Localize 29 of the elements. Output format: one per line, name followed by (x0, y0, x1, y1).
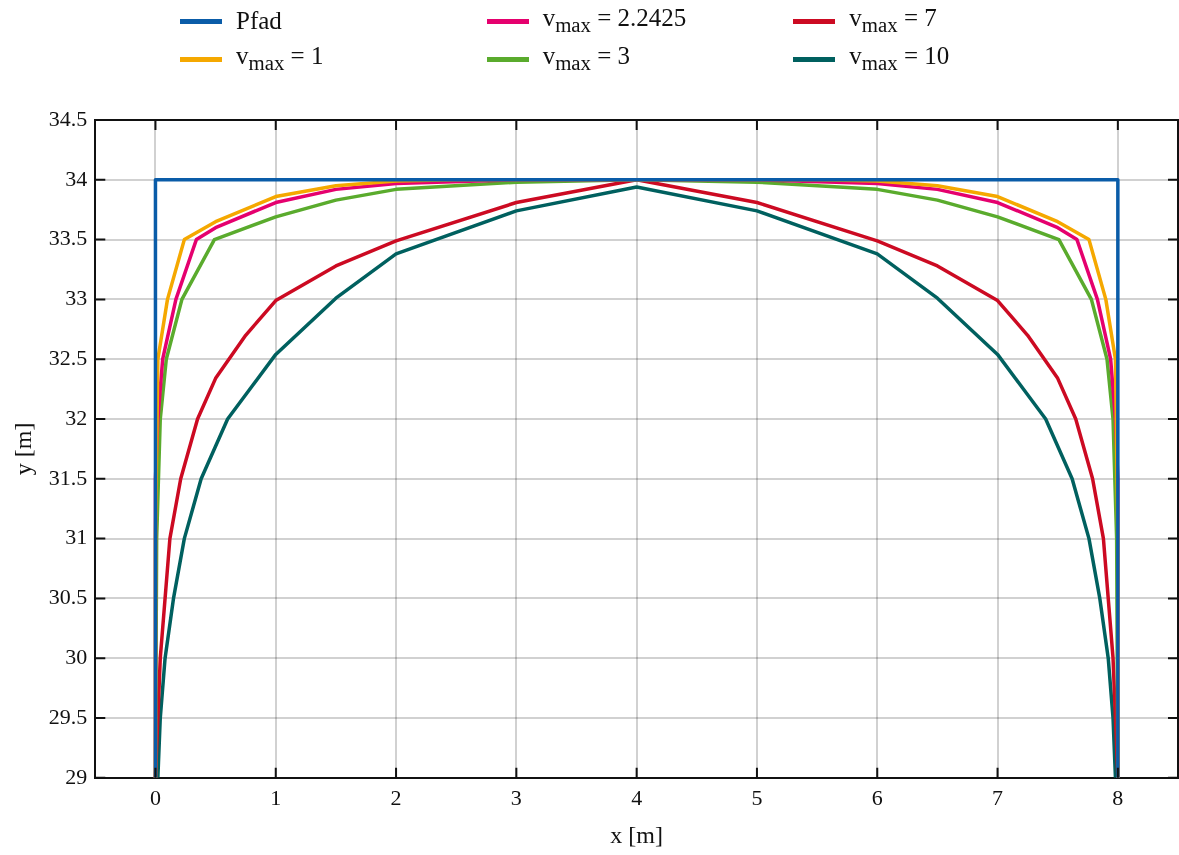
x-tick-label: 5 (751, 784, 763, 810)
y-tick-label: 31.5 (48, 464, 88, 490)
y-tick-label: 33.5 (48, 225, 88, 251)
x-tick-label: 0 (149, 784, 161, 810)
y-tick-label: 32 (65, 404, 88, 430)
legend-label: v$_{max}$ = 1 (236, 42, 324, 76)
y-axis-title: y [m] (9, 422, 36, 476)
legend-label: Pfad (236, 7, 282, 35)
x-tick-label: 1 (270, 784, 282, 810)
y-tick-label: 30 (65, 643, 88, 669)
y-tick-label: 32.5 (48, 344, 88, 370)
x-tick-label: 6 (871, 784, 883, 810)
y-tick-label: 33 (65, 285, 88, 311)
y-tick-label: 31 (65, 524, 88, 550)
y-tick-label: 30.5 (48, 584, 88, 610)
x-axis-title: x [m] (610, 821, 663, 848)
y-tick-label: 34.5 (48, 105, 88, 131)
y-tick-label: 29 (65, 763, 88, 789)
legend-label: v$_{max}$ = 2.2425 (542, 4, 687, 38)
x-tick-label: 3 (510, 784, 522, 810)
x-tick-label: 8 (1112, 784, 1124, 810)
x-tick-label: 2 (390, 784, 402, 810)
x-tick-label: 4 (631, 784, 643, 810)
x-tick-label: 7 (992, 784, 1004, 810)
legend-label: v$_{max}$ = 3 (542, 42, 631, 76)
legend-label: v$_{max}$ = 10 (849, 42, 950, 76)
legend-label: v$_{max}$ = 7 (849, 4, 937, 38)
y-tick-label: 34 (65, 165, 88, 191)
y-tick-label: 29.5 (48, 703, 88, 729)
